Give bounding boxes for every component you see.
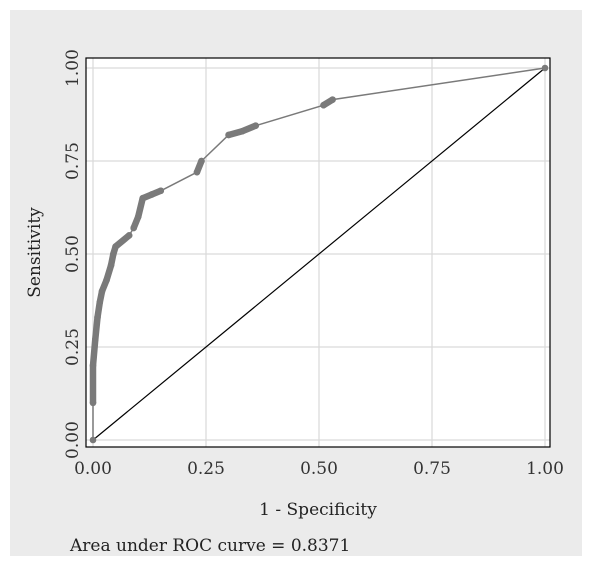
x-tick-label: 0.25 (187, 459, 225, 479)
y-tick-label: 0.75 (63, 142, 83, 180)
roc-point (148, 191, 156, 198)
roc-point (320, 101, 327, 109)
roc-point (157, 187, 165, 195)
plot-frame (85, 57, 551, 448)
roc-point (91, 336, 99, 343)
x-tick-label: 0.75 (413, 459, 451, 479)
y-tick-label: 0.50 (63, 235, 83, 273)
y-tick-label: 0.00 (63, 421, 83, 459)
auc-annotation: Area under ROC curve = 0.8371 (70, 536, 351, 556)
roc-point (125, 232, 133, 239)
roc-point (112, 243, 119, 250)
roc-point (198, 157, 205, 165)
roc-point (252, 122, 260, 129)
y-tick-labels: 0.00 0.25 0.50 0.75 1.00 (63, 49, 83, 459)
y-axis-label: Sensitivity (25, 207, 45, 298)
x-tick-label: 1.00 (526, 459, 564, 479)
x-axis-label: 1 - Specificity (259, 500, 377, 520)
roc-point (225, 131, 232, 139)
roc-point (103, 276, 110, 284)
roc-point (329, 96, 336, 103)
grid-lines (86, 58, 550, 447)
y-tick-label: 1.00 (63, 49, 83, 87)
roc-point (193, 168, 201, 176)
roc-point (238, 127, 246, 135)
roc-point (89, 399, 97, 407)
roc-point (89, 362, 97, 369)
roc-point (89, 436, 97, 444)
y-tick-label: 0.25 (63, 328, 83, 366)
roc-point (107, 261, 115, 269)
x-tick-labels: 0.00 0.25 0.50 0.75 1.00 (74, 459, 564, 479)
reference-line (92, 67, 546, 441)
series-points (89, 64, 549, 444)
roc-point (110, 250, 117, 258)
roc-point (98, 287, 106, 295)
roc-point (96, 299, 104, 306)
x-tick-label: 0.50 (300, 459, 338, 479)
roc-point (139, 194, 147, 202)
roc-point (94, 313, 101, 321)
roc-point (134, 213, 142, 221)
roc-point (541, 64, 549, 72)
roc-point (130, 224, 137, 232)
x-tick-label: 0.00 (74, 459, 112, 479)
